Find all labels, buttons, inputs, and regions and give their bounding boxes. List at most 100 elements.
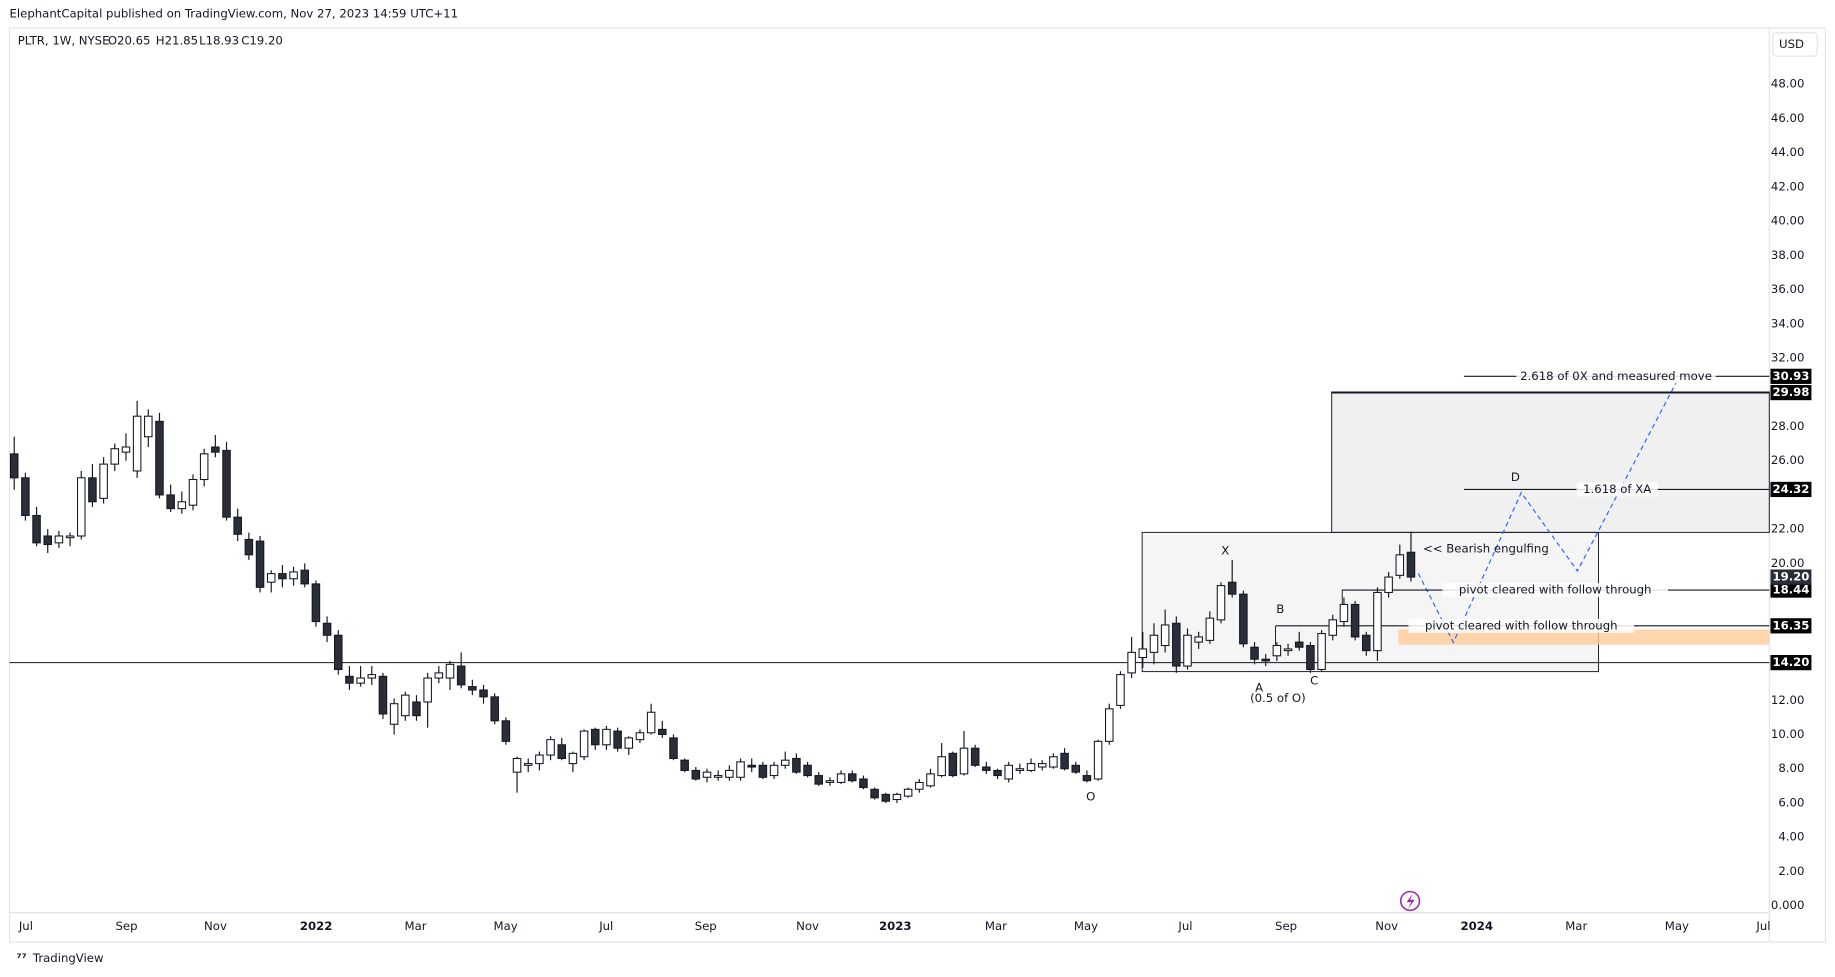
candle-body: [523, 763, 533, 766]
price-tag-label: 14.20: [1772, 655, 1809, 669]
candle-body: [1362, 634, 1371, 652]
candle-body: [680, 759, 689, 771]
x-tick-label: Nov: [1375, 919, 1398, 933]
y-tick-label: 0.000: [1771, 898, 1804, 912]
candle-body: [658, 728, 667, 736]
price-tag: [1770, 655, 1812, 671]
candle-body: [233, 516, 242, 535]
candle-body: [1395, 554, 1405, 576]
support-zone: [1398, 629, 1770, 645]
x-tick-label: Nov: [796, 919, 819, 933]
candle-body: [1105, 708, 1114, 742]
candle-body: [915, 781, 924, 790]
annotation: << Bearish engulfing: [1423, 541, 1549, 555]
candle-body: [222, 449, 231, 518]
frame: [8, 27, 1827, 943]
annotation: A: [1255, 680, 1263, 694]
price-tag: [1770, 618, 1812, 634]
candle-body: [456, 665, 466, 686]
y-tick-label: 22.00: [1771, 522, 1804, 536]
currency[interactable]: USD: [1779, 37, 1804, 51]
x-tick-label: May: [1665, 919, 1689, 933]
candle-body: [468, 686, 477, 691]
x-tick-label: Mar: [1565, 919, 1587, 933]
y-tick-label: 40.00: [1771, 214, 1804, 228]
candle-body: [434, 672, 444, 679]
candle-body: [1172, 622, 1181, 667]
candle-body: [1339, 603, 1349, 623]
candle-body: [99, 463, 108, 499]
price-tag-label: 18.44: [1772, 583, 1809, 597]
last-price-label: 19.20: [1772, 570, 1809, 584]
candle-body: [803, 764, 812, 777]
candle-body: [199, 453, 209, 481]
candle-body: [1160, 624, 1170, 647]
candle-body: [1272, 644, 1282, 657]
annotation: X: [1221, 544, 1229, 558]
candle-body: [345, 675, 354, 684]
candle-body: [501, 720, 511, 742]
candle-body: [870, 788, 879, 799]
candle-body: [758, 764, 768, 778]
candle-body: [590, 728, 600, 746]
x-tick-label: May: [1074, 919, 1098, 933]
candle-body: [1015, 768, 1025, 771]
candle-body: [1183, 634, 1192, 667]
last-price-tag: [1770, 569, 1812, 585]
level-note-bg: [1516, 369, 1716, 384]
y-tick-label: 20.00: [1771, 556, 1804, 570]
drawings: [1141, 376, 1770, 912]
y-tick-label: 10.00: [1771, 727, 1804, 741]
candle-body: [1127, 651, 1136, 674]
candle-body: [32, 514, 41, 544]
candle-body: [244, 538, 254, 556]
x-tick-label: May: [494, 919, 518, 933]
candle-body: [88, 477, 97, 503]
candle-body: [1116, 674, 1125, 706]
annotation: O: [1086, 789, 1095, 803]
candle-body: [177, 501, 187, 510]
candle-body: [1026, 763, 1036, 771]
x-tick-label: Mar: [985, 919, 1007, 933]
event-bolt: [1406, 893, 1415, 910]
price-tag: [1770, 481, 1812, 498]
candle-body: [613, 730, 622, 749]
candle-body: [959, 747, 969, 775]
candle-body: [1350, 603, 1360, 638]
y-tick-label: 32.00: [1771, 351, 1804, 365]
annotation: D: [1511, 470, 1520, 484]
candle-body: [1406, 551, 1416, 578]
level-note-bg: [1576, 482, 1658, 497]
candle-body: [445, 663, 455, 679]
symbol: PLTR, 1W, NYSE: [18, 33, 110, 47]
y-tick-label: 2.00: [1778, 864, 1804, 878]
y-tick-label: 34.00: [1771, 316, 1804, 330]
candle-body: [132, 415, 142, 472]
candle-body: [1373, 591, 1382, 652]
candle-body: [110, 448, 120, 465]
candle-body: [1149, 634, 1159, 653]
level-note-bg: [1442, 583, 1668, 598]
candle-body: [1328, 619, 1338, 636]
candle-body: [322, 622, 332, 636]
level-note: 2.618 of 0X and measured move: [1520, 369, 1712, 383]
candle-body: [512, 757, 522, 773]
currency-button[interactable]: [1772, 32, 1818, 57]
event-icon[interactable]: [1399, 890, 1421, 912]
ohlc-low: L18.93: [199, 33, 239, 47]
candle-body: [155, 420, 164, 496]
candle-body: [401, 694, 410, 717]
candle-body: [423, 677, 432, 703]
candle-body: [859, 778, 868, 789]
x-tick-label: Sep: [695, 919, 717, 933]
candle-body: [144, 415, 153, 438]
x-tick-label: Jul: [1755, 919, 1770, 933]
candle-body: [266, 573, 276, 583]
candle-body: [278, 573, 287, 580]
candle-body: [1037, 763, 1047, 768]
price-tag-label: 29.98: [1772, 385, 1809, 399]
candle-body: [948, 752, 958, 777]
candle-body: [490, 696, 499, 722]
candle-body: [1250, 646, 1259, 660]
